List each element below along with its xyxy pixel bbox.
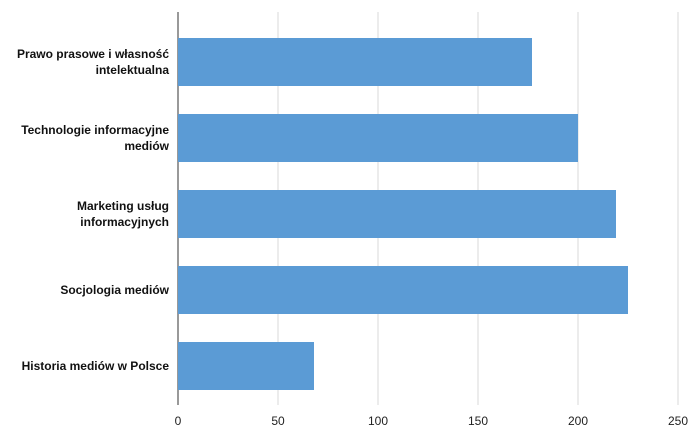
bar xyxy=(178,114,578,162)
bar xyxy=(178,190,616,238)
x-tick-label: 50 xyxy=(271,414,285,428)
x-tick-label: 250 xyxy=(668,414,688,428)
y-tick-label: Prawo prasowe i własność intelektualna xyxy=(16,47,169,77)
x-tick-label: 0 xyxy=(175,414,182,428)
x-tick-label: 100 xyxy=(368,414,388,428)
y-tick-label: Socjologia mediów xyxy=(60,283,169,297)
y-tick-label: Historia mediów w Polsce xyxy=(21,359,169,373)
bar xyxy=(178,342,314,390)
bar xyxy=(178,38,532,86)
y-tick-label: Marketing usług informacyjnych xyxy=(76,199,169,229)
y-tick-label: Technologie informacyjne mediów xyxy=(21,123,169,153)
bar xyxy=(178,266,628,314)
x-tick-label: 200 xyxy=(568,414,588,428)
x-tick-label: 150 xyxy=(468,414,488,428)
